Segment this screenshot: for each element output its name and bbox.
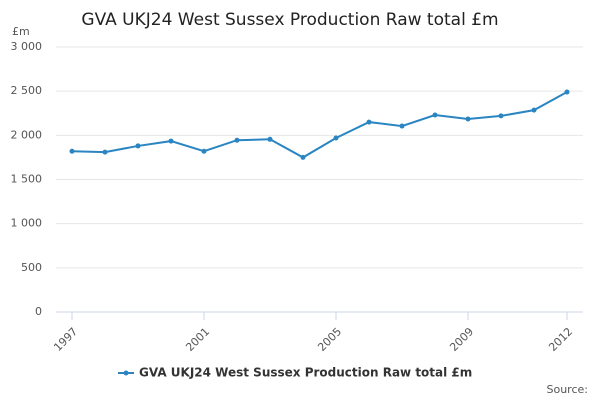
point xyxy=(498,113,504,119)
y-tick-label: 3 000 xyxy=(11,40,43,53)
point xyxy=(69,148,75,154)
point xyxy=(399,123,405,129)
x-tick-label: 2005 xyxy=(315,325,344,354)
point xyxy=(300,154,306,160)
chart-title: GVA UKJ24 West Sussex Production Raw tot… xyxy=(81,10,498,30)
y-tick-label: 2 000 xyxy=(11,128,43,141)
y-tick-label: 2 500 xyxy=(11,84,43,97)
point xyxy=(366,119,372,125)
point xyxy=(234,137,240,143)
point xyxy=(465,116,471,122)
point xyxy=(168,138,174,144)
y-tick-label: 0 xyxy=(35,305,42,318)
point xyxy=(201,148,207,154)
y-tick-label: 1 000 xyxy=(11,217,43,230)
y-axis-label: £m xyxy=(12,25,30,38)
point xyxy=(102,149,108,155)
point xyxy=(135,143,141,149)
x-tick-label: 2001 xyxy=(183,325,212,354)
point xyxy=(267,136,273,142)
point xyxy=(333,135,339,141)
point xyxy=(564,89,570,95)
x-tick-label: 2012 xyxy=(546,325,575,354)
point xyxy=(432,112,438,118)
y-tick-label: 500 xyxy=(21,261,42,274)
line xyxy=(71,91,568,159)
y-tick-label: 1 500 xyxy=(11,173,43,186)
source: Source: xyxy=(547,383,589,396)
point xyxy=(531,107,537,113)
legend-marker xyxy=(123,370,129,376)
x-tick-label: 2009 xyxy=(447,325,476,354)
legend-label: GVA UKJ24 West Sussex Production Raw tot… xyxy=(139,366,472,380)
x-tick-label: 1997 xyxy=(51,325,80,354)
